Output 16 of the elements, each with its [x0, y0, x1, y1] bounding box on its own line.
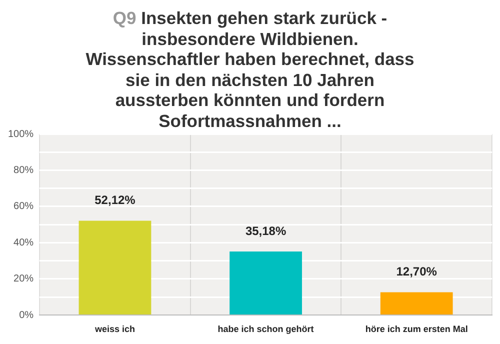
- y-tick-label: 20%: [14, 274, 34, 285]
- y-tick-label: 40%: [14, 237, 34, 248]
- y-tick-label: 100%: [8, 128, 34, 140]
- bar: [78, 220, 152, 314]
- x-tick-label: weiss ich: [94, 324, 135, 334]
- chart-title: Q9 Insekten gehen stark zurück - insbesondere Wildbienen. Wissenschaftler haben berechnet, dass sie in den nächsten 10 Jahren aussterben könnten und fordern Sofortmassnahmen ...: [84, 8, 416, 130]
- y-tick-label: 0%: [19, 310, 34, 321]
- x-tick-label: höre ich zum ersten Mal: [365, 324, 468, 334]
- bar: [380, 292, 453, 314]
- data-label: 35,18%: [245, 224, 286, 238]
- bar: [230, 251, 302, 314]
- data-label: 52,12%: [94, 193, 136, 208]
- y-tick-label: 80%: [14, 164, 34, 176]
- x-tick-label: habe ich schon gehört: [218, 324, 314, 334]
- data-label: 12,70%: [396, 264, 438, 278]
- y-tick-label: 60%: [14, 201, 34, 212]
